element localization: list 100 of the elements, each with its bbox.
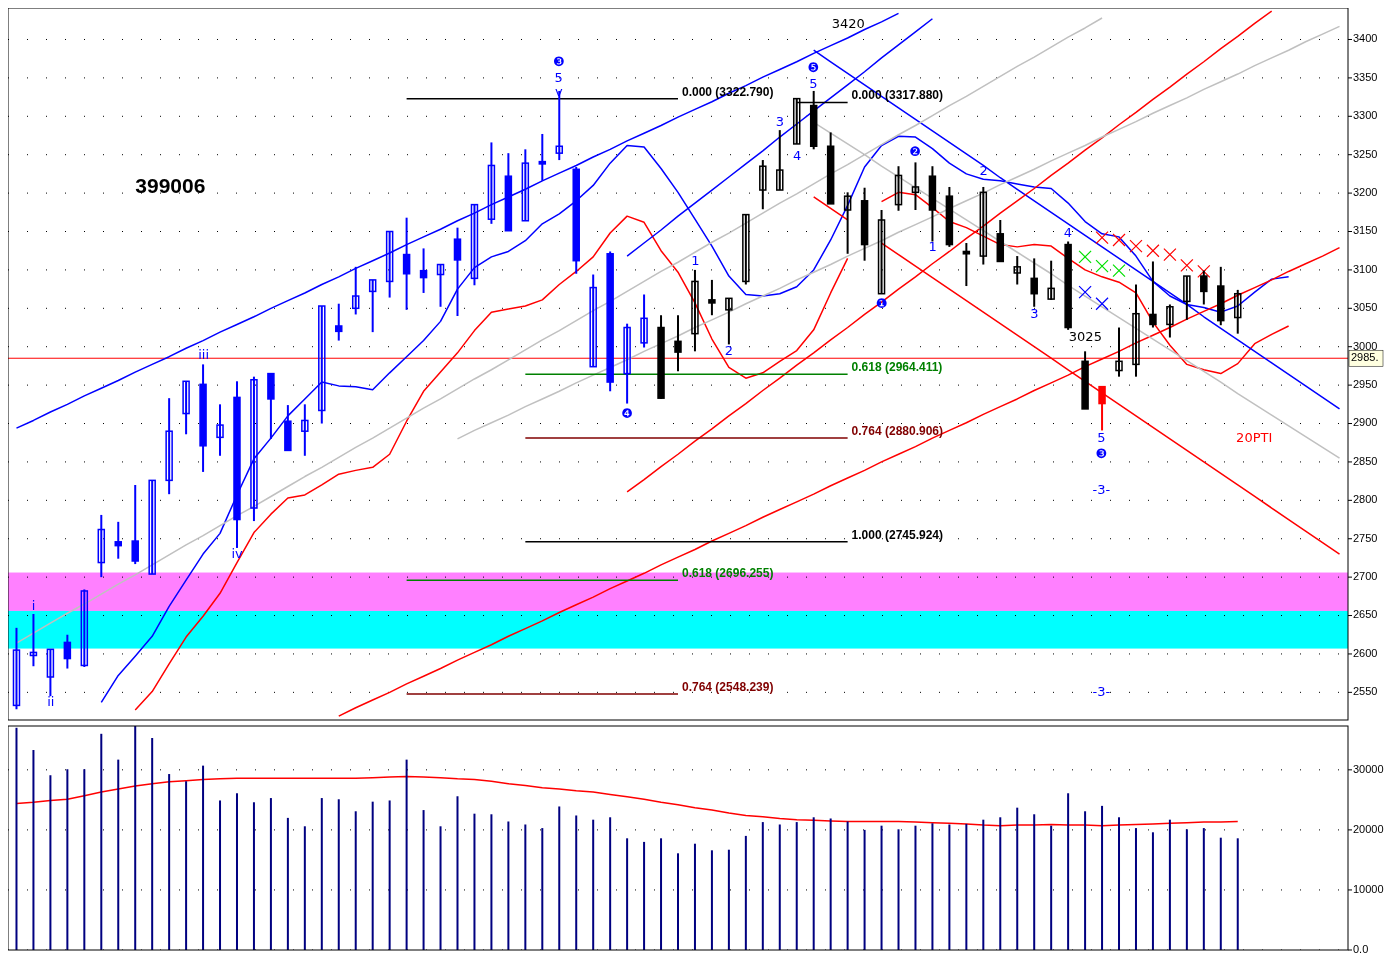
bar xyxy=(575,815,578,950)
candlestick xyxy=(1115,326,1123,378)
annotation: 20PTI xyxy=(1236,429,1273,445)
bar xyxy=(100,733,103,950)
candlestick xyxy=(555,89,564,162)
annotation: ❸ xyxy=(1095,445,1108,461)
bar xyxy=(677,853,679,950)
bar xyxy=(337,799,340,950)
annotation: 1 xyxy=(928,239,937,255)
bar xyxy=(829,818,832,950)
annotation: -3- xyxy=(1092,683,1111,699)
annotation: 3420 xyxy=(831,15,865,31)
candlestick xyxy=(521,148,530,222)
bar xyxy=(626,838,629,950)
bar xyxy=(388,800,391,950)
y-tick-label: 2900 xyxy=(1353,416,1378,429)
bar xyxy=(524,824,527,950)
bar xyxy=(795,822,798,950)
annotation: 3 xyxy=(1030,305,1039,321)
annotation: iv xyxy=(231,546,244,562)
y-tick-label: 0.0 xyxy=(1353,942,1369,955)
bar xyxy=(592,819,595,950)
candlestick xyxy=(182,380,190,436)
candlestick xyxy=(63,633,72,670)
candlestick xyxy=(894,165,903,212)
y-tick-label: 3250 xyxy=(1353,147,1378,160)
candlestick xyxy=(301,403,309,457)
bar xyxy=(405,759,408,950)
candlestick xyxy=(46,648,55,698)
annotation: 4 xyxy=(1063,225,1073,241)
bar xyxy=(473,813,476,950)
bar xyxy=(15,727,18,950)
candlestick xyxy=(419,247,428,294)
annotation: ❷ xyxy=(909,144,922,160)
annotation: ii xyxy=(47,693,55,709)
candlestick xyxy=(1183,275,1191,321)
candlestick xyxy=(29,613,38,668)
bar xyxy=(49,775,52,950)
point xyxy=(1112,264,1126,278)
candlestick xyxy=(979,185,988,266)
candlestick xyxy=(1166,303,1174,339)
point xyxy=(1112,233,1126,247)
bar xyxy=(931,823,934,950)
candlestick xyxy=(351,265,360,316)
bar xyxy=(880,825,883,950)
bar xyxy=(1168,819,1171,950)
series-label: 0.764 (2880.906) xyxy=(851,424,944,439)
bar xyxy=(134,726,137,950)
y-tick-label: 2600 xyxy=(1353,646,1378,659)
annotation: ❹ xyxy=(621,406,633,422)
candlestick xyxy=(742,213,750,286)
bar xyxy=(914,825,917,950)
line-series xyxy=(15,775,1239,827)
candlestick xyxy=(1234,288,1242,335)
candlestick xyxy=(877,209,886,295)
bar xyxy=(643,841,646,950)
candlestick xyxy=(12,626,21,711)
bar xyxy=(1084,811,1087,950)
bar xyxy=(1118,817,1121,950)
candlestick xyxy=(385,230,394,299)
bar xyxy=(1202,828,1205,950)
bar xyxy=(1134,828,1137,950)
bar xyxy=(219,800,222,950)
candlestick xyxy=(402,216,411,311)
y-tick-label: 3100 xyxy=(1353,262,1378,275)
annotation: ❺ xyxy=(807,60,820,76)
bar xyxy=(897,829,900,950)
candlestick xyxy=(216,403,224,457)
bar xyxy=(320,798,323,950)
bar xyxy=(456,796,459,950)
bar xyxy=(286,817,289,950)
series-label: 1.000 (2745.924) xyxy=(851,527,944,542)
y-tick-label: 2700 xyxy=(1353,570,1378,583)
annotation: i xyxy=(31,597,36,613)
candlestick xyxy=(640,293,648,349)
candlestick xyxy=(708,278,716,317)
y-tick-label: 3400 xyxy=(1353,32,1378,45)
y-tick-label: 10000 xyxy=(1353,882,1384,895)
bar xyxy=(965,823,968,950)
bar xyxy=(1050,825,1053,950)
candlestick xyxy=(1200,269,1208,306)
annotation: 5 xyxy=(809,75,818,91)
bar xyxy=(609,817,612,950)
y-tick-label: 2550 xyxy=(1353,685,1378,698)
bar xyxy=(778,824,781,950)
y-tick-label: 3150 xyxy=(1353,224,1378,237)
bar xyxy=(303,826,306,950)
bar xyxy=(1067,793,1070,950)
bar xyxy=(439,826,442,950)
candlestick xyxy=(453,226,462,317)
candlestick xyxy=(335,302,343,342)
bar xyxy=(252,802,255,950)
bar xyxy=(117,759,120,950)
series-label: 0.618 (2964.411) xyxy=(851,360,943,375)
y-tick-label: 2850 xyxy=(1353,454,1378,467)
bar xyxy=(185,781,188,950)
bar xyxy=(710,850,713,950)
candlestick xyxy=(589,273,597,368)
point xyxy=(1095,297,1109,311)
bar xyxy=(371,801,374,950)
